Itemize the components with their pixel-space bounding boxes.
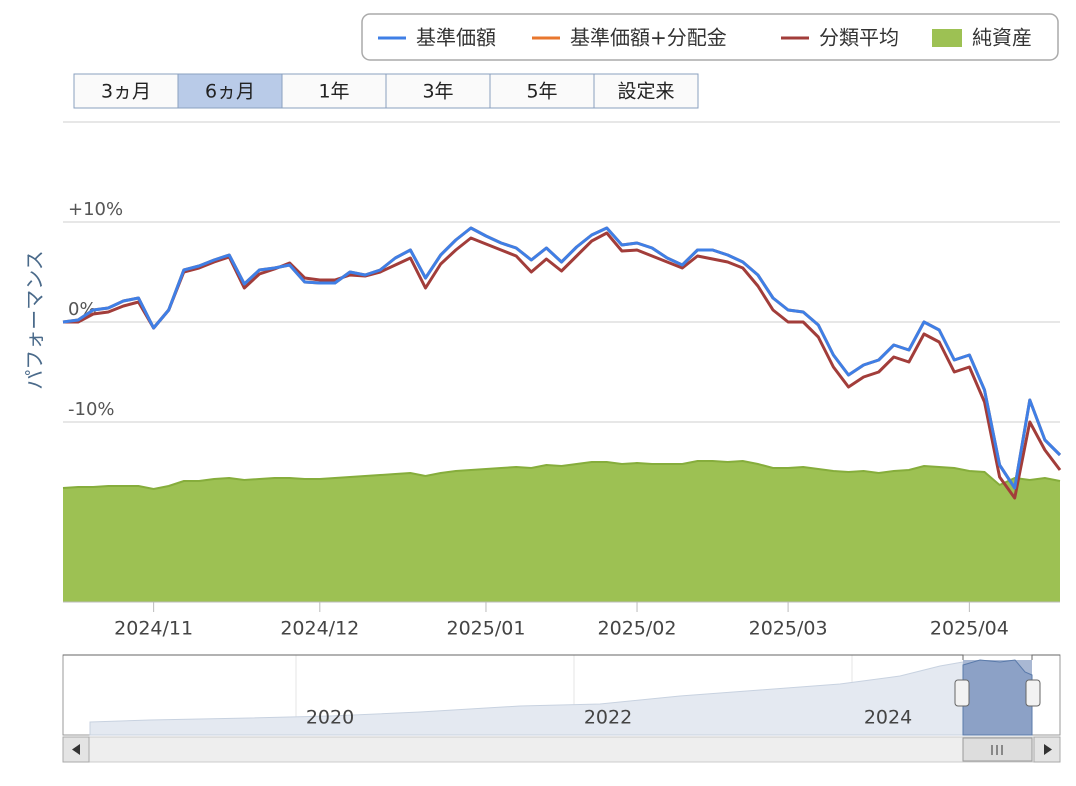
range-button-label: 3年: [422, 81, 453, 103]
x-tick-label: 2024/11: [114, 618, 193, 640]
navigator-handle[interactable]: [954, 679, 970, 707]
thumb-grip: [991, 745, 1003, 755]
range-buttons: 3ヵ月 6ヵ月 1年 3年 5年 設定来: [73, 73, 699, 109]
arrow-icon: [1044, 744, 1052, 755]
plot-area: +10%0%-10%2024/11 2024/12 2025/01 2025/02 20…: [62, 121, 1062, 640]
range-button-label: 1年: [318, 81, 349, 103]
x-tick-label: 2025/01: [447, 618, 526, 640]
range-button[interactable]: [593, 73, 699, 109]
range-button[interactable]: [177, 73, 283, 109]
navigator-label: 2024: [864, 707, 912, 729]
range-button[interactable]: [73, 73, 179, 109]
net-assets-area: [63, 461, 1060, 602]
net-assets-line: [62, 459, 1061, 491]
x-tick-label: 2025/03: [749, 618, 828, 640]
legend-swatch: [932, 29, 962, 47]
range-button-label: 6ヵ月: [205, 81, 255, 103]
legend-label[interactable]: 純資産: [972, 26, 1032, 50]
y-tick-label: +10%: [68, 199, 123, 220]
x-tick-label: 2024/12: [280, 618, 359, 640]
y-tick-label: -10%: [68, 399, 115, 420]
scrollbar-track: [62, 736, 1061, 763]
legend-label[interactable]: 分類平均: [819, 26, 899, 50]
series-line: [62, 226, 1062, 490]
y-axis-title: パフォーマンス: [23, 250, 47, 390]
arrow-icon: [72, 744, 80, 755]
range-button-label: 3ヵ月: [101, 81, 151, 103]
range-button-label: 5年: [526, 81, 557, 103]
range-button[interactable]: [281, 73, 387, 109]
navigator-outline: [63, 654, 1060, 660]
navigator-handle[interactable]: [1025, 679, 1041, 707]
legend-label[interactable]: 基準価額+分配金: [570, 26, 727, 50]
range-button[interactable]: [385, 73, 491, 109]
navigator-labels: 2020 2022 2024: [306, 707, 912, 729]
range-button[interactable]: [489, 73, 595, 109]
legend-label[interactable]: 基準価額: [416, 26, 496, 50]
series-line: [63, 231, 1062, 500]
navigator-label: 2022: [584, 707, 632, 729]
range-button-label: 設定来: [617, 81, 674, 103]
navigator-label: 2020: [306, 707, 354, 729]
x-tick-label: 2025/04: [930, 618, 1009, 640]
x-tick-label: 2025/02: [598, 618, 677, 640]
scroll-right[interactable]: [1033, 736, 1061, 763]
legend-box: [361, 13, 1059, 61]
navigator-selected-area: [962, 659, 1033, 736]
